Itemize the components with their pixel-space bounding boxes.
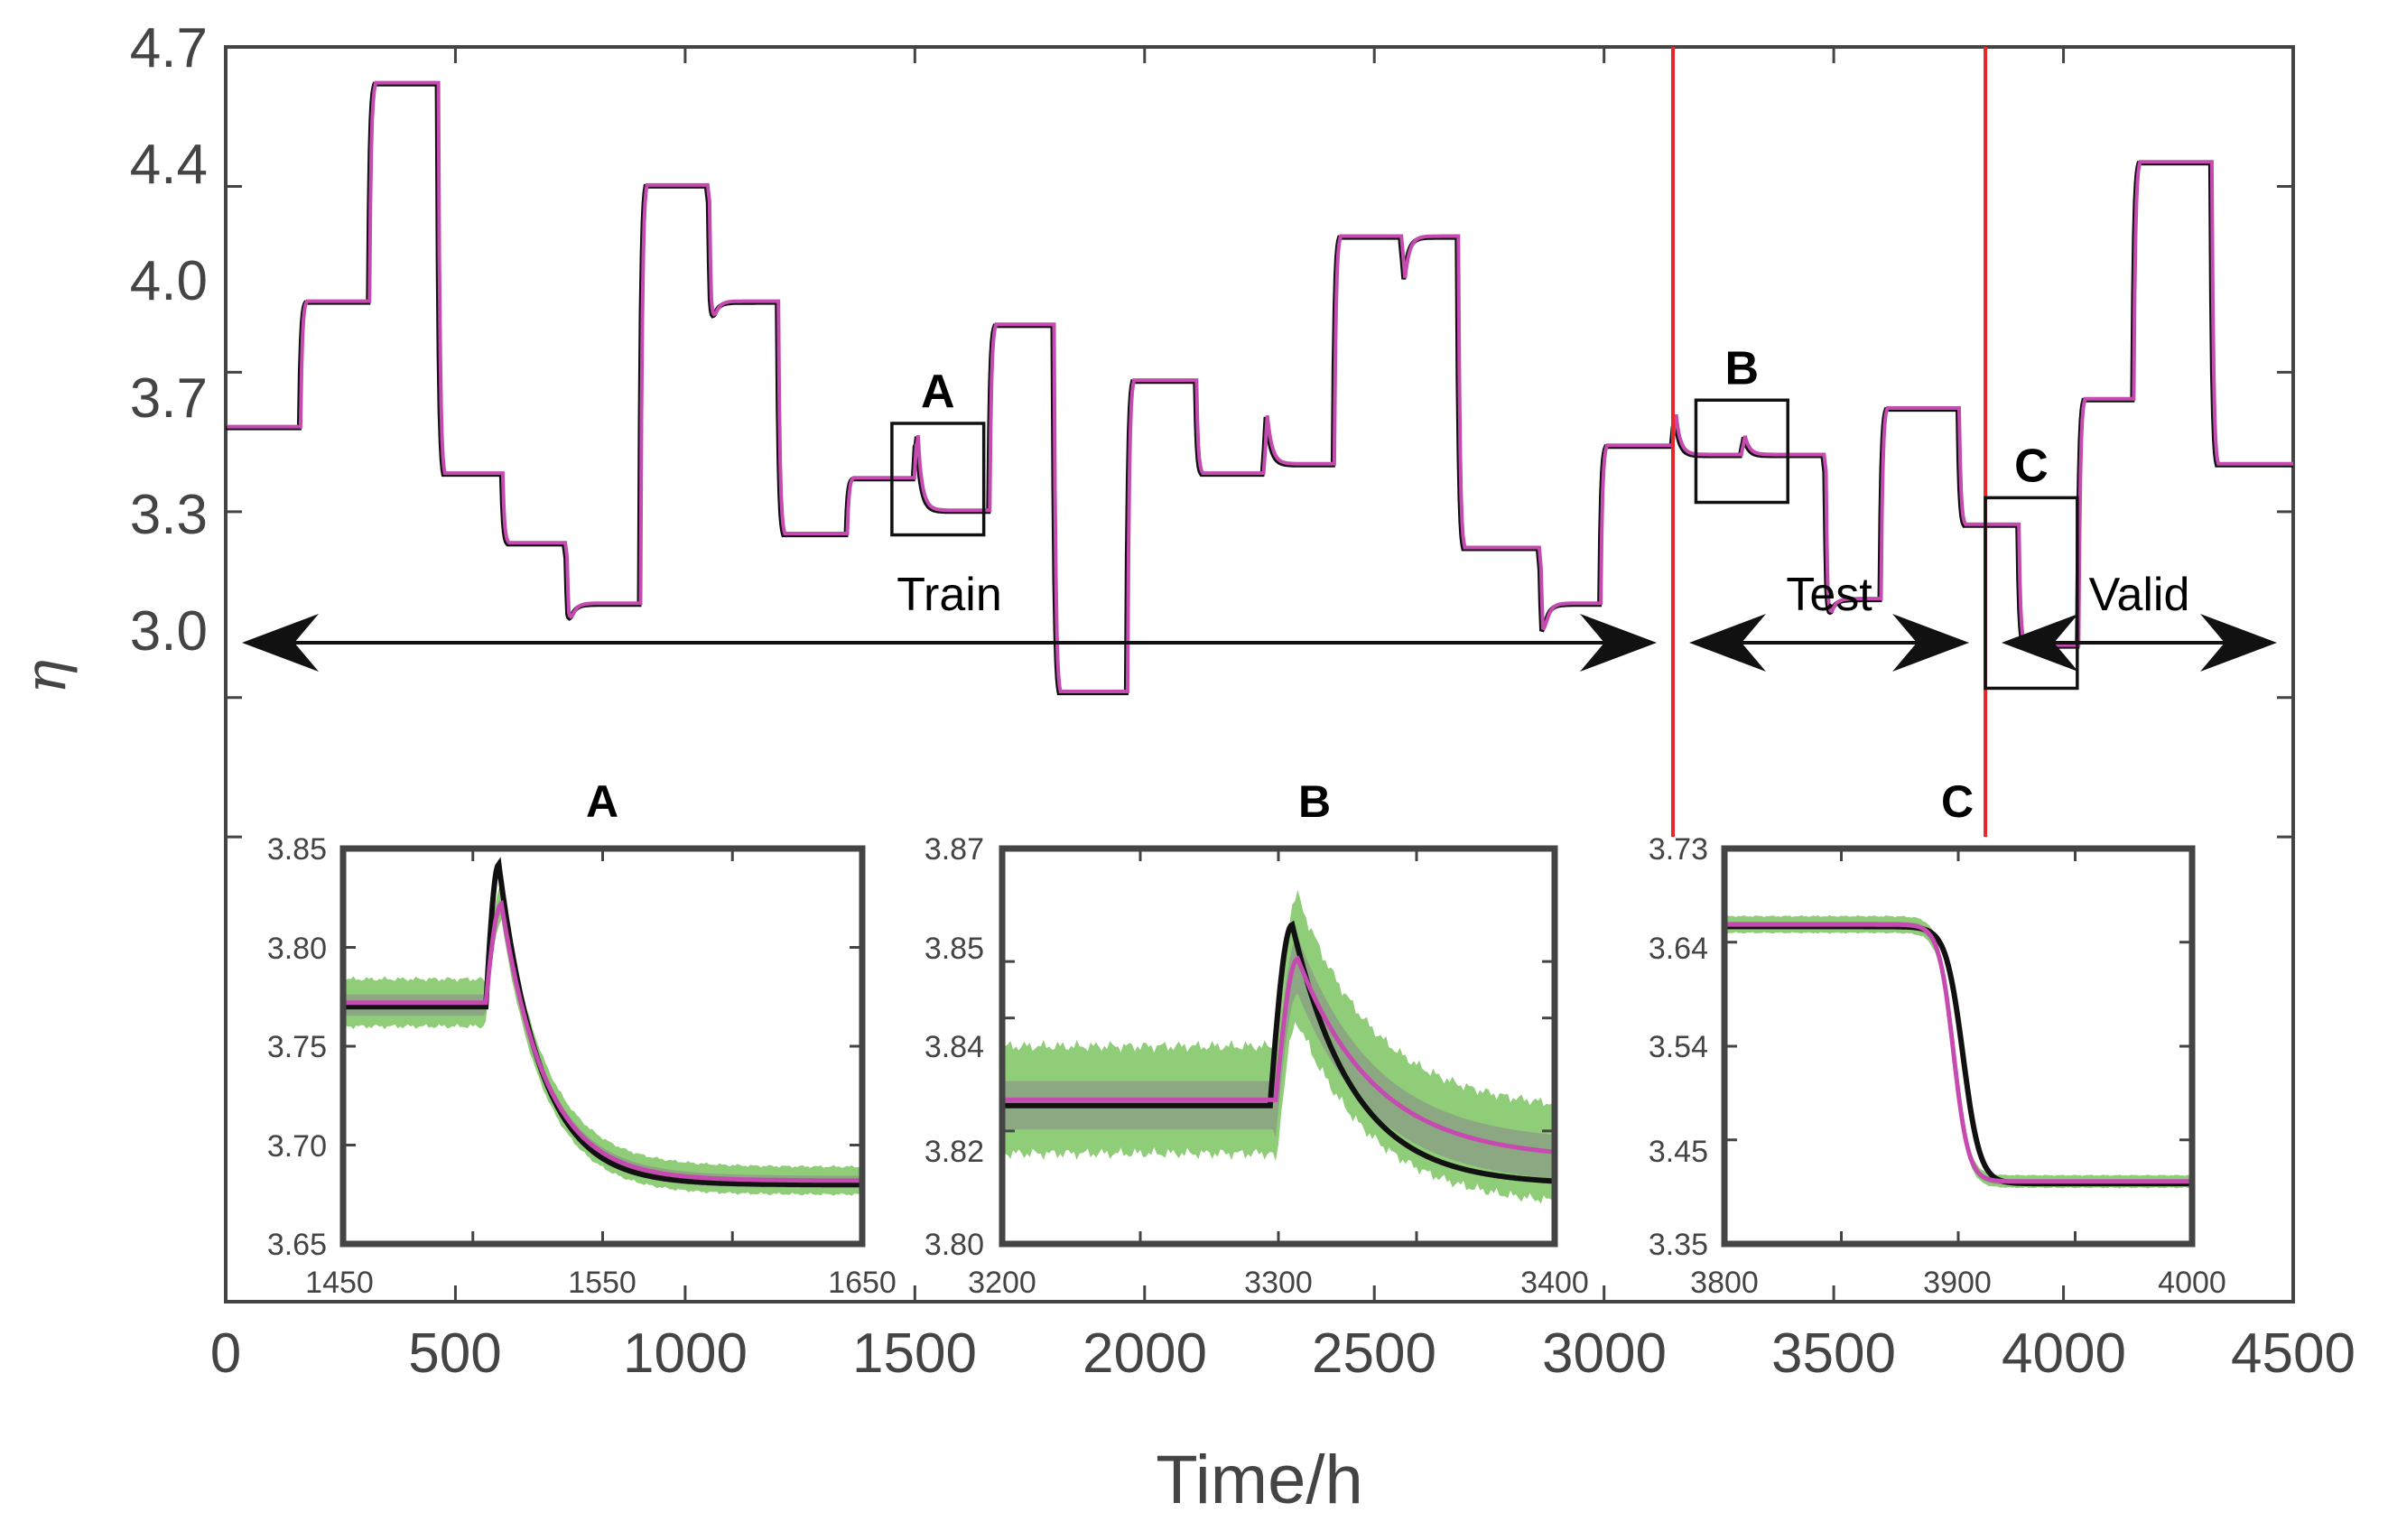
actual-series-line (226, 81, 2293, 696)
inset-b-y-tick: 3.82 (925, 1135, 984, 1169)
segment-arrow-head-right (1892, 614, 1970, 672)
inset-a-x-tick: 1450 (305, 1266, 374, 1300)
zoom-box-b-label: B (1725, 342, 1760, 394)
inset-b-y-tick: 3.87 (925, 832, 984, 867)
inset-c-series (1724, 914, 2192, 1189)
zoom-box-b (1694, 398, 1789, 505)
x-axis-label: Time/h (1156, 1442, 1362, 1518)
inset-c-x-tick: 3800 (1690, 1266, 1759, 1300)
inset-c-x-tick: 4000 (2158, 1266, 2226, 1300)
y-tick-label: 4.4 (130, 134, 208, 196)
inset-a-y-tick: 3.65 (267, 1228, 327, 1262)
inset-a-y-tick: 3.75 (267, 1030, 327, 1064)
x-tick-label: 0 (210, 1322, 241, 1385)
inset-b-actual-line (1002, 920, 1555, 1184)
y-tick-label: 4.0 (130, 250, 208, 312)
x-tick-label: 2000 (1082, 1322, 1207, 1385)
inset-b-y-tick: 3.84 (925, 1030, 984, 1064)
valid-label: Valid (2089, 569, 2190, 621)
segment-arrow-head-right (2200, 614, 2277, 672)
inset-c-predicted-line (1724, 922, 2192, 1184)
inset-c-x-tick: 3900 (1923, 1266, 1992, 1300)
inset-c-y-tick: 3.64 (1649, 932, 1708, 966)
inset-c-confidence-band (1724, 914, 2192, 1189)
inset-c-inner-band (1724, 921, 2192, 1185)
inset-b-x-tick: 3200 (968, 1266, 1036, 1300)
inset-a-predicted-line (343, 900, 862, 1183)
inset-a-title: A (586, 776, 618, 827)
test-label: Test (1786, 569, 1872, 621)
inset-a: A 3.65 3.70 3.75 3.80 3.85 1450 1550 165… (267, 776, 897, 1300)
inset-a-series (343, 857, 862, 1196)
inset-c-y-tick: 3.35 (1649, 1228, 1708, 1262)
inset-c-y-tick: 3.54 (1649, 1030, 1708, 1064)
zoom-box-a-label: A (921, 366, 955, 418)
zoom-box-c-label: C (2014, 440, 2049, 492)
x-tick-label: 4500 (2231, 1322, 2355, 1385)
x-tick-label: 2500 (1312, 1322, 1436, 1385)
inset-b-x-tick: 3400 (1520, 1266, 1589, 1300)
inset-b: B 3.80 3.82 3.84 3.85 3.87 3200 3300 340… (925, 776, 1589, 1300)
inset-b-y-tick: 3.80 (925, 1228, 984, 1262)
main-y-tick-labels: 3.0 3.3 3.7 4.0 4.4 4.7 (130, 17, 208, 663)
inset-b-predicted-line (1002, 955, 1555, 1155)
inset-b-title: B (1298, 776, 1331, 827)
inset-b-x-tick: 3300 (1244, 1266, 1313, 1300)
segment-arrow-head-right (1580, 614, 1657, 672)
segment-arrows (242, 614, 2277, 672)
inset-a-x-tick: 1550 (568, 1266, 636, 1300)
inset-c-y-tick: 3.73 (1649, 832, 1708, 867)
inset-a-x-tick: 1650 (828, 1266, 897, 1300)
y-tick-label: 3.7 (130, 367, 208, 430)
inset-c-actual-line (1724, 923, 2192, 1187)
inset-c-title: C (1941, 776, 1974, 827)
main-plot-frame (224, 45, 2295, 1303)
zoom-box-c (1984, 496, 2079, 691)
segment-arrow-head-left (242, 614, 319, 672)
x-tick-label: 1000 (623, 1322, 748, 1385)
x-tick-label: 1500 (852, 1322, 977, 1385)
train-label: Train (897, 569, 1002, 621)
main-series-group (226, 80, 2293, 696)
main-x-tick-labels: 0 500 1000 1500 2000 2500 3000 3500 4000… (210, 1322, 2355, 1385)
inset-a-y-tick: 3.85 (267, 832, 327, 867)
inset-a-y-tick: 3.70 (267, 1129, 327, 1164)
inset-c-ticks (1724, 847, 2192, 1246)
inset-b-series (1002, 889, 1555, 1207)
y-tick-label: 3.0 (130, 600, 208, 663)
x-tick-label: 500 (408, 1322, 501, 1385)
x-tick-label: 3000 (1542, 1322, 1667, 1385)
inset-c-y-tick: 3.45 (1649, 1135, 1708, 1169)
segment-arrow-head-left (1689, 614, 1766, 672)
y-tick-label: 4.7 (130, 17, 208, 79)
y-axis-label: η (13, 660, 79, 694)
x-tick-label: 3500 (1771, 1322, 1896, 1385)
y-tick-label: 3.3 (130, 484, 208, 546)
inset-a-ticks (343, 847, 862, 1246)
inset-a-actual-line (343, 857, 862, 1188)
main-axis-ticks (224, 45, 2295, 1302)
x-tick-label: 4000 (2002, 1322, 2126, 1385)
zoom-box-a (890, 422, 986, 537)
inset-a-y-tick: 3.80 (267, 932, 327, 966)
segment-arrow-head-left (2002, 614, 2079, 672)
inset-b-y-tick: 3.85 (925, 932, 984, 966)
inset-b-ticks (1002, 847, 1555, 1246)
inset-c: C 3.35 3.45 3.54 3.64 3.73 3800 3900 400… (1649, 776, 2226, 1300)
predicted-series-line (227, 80, 2293, 693)
